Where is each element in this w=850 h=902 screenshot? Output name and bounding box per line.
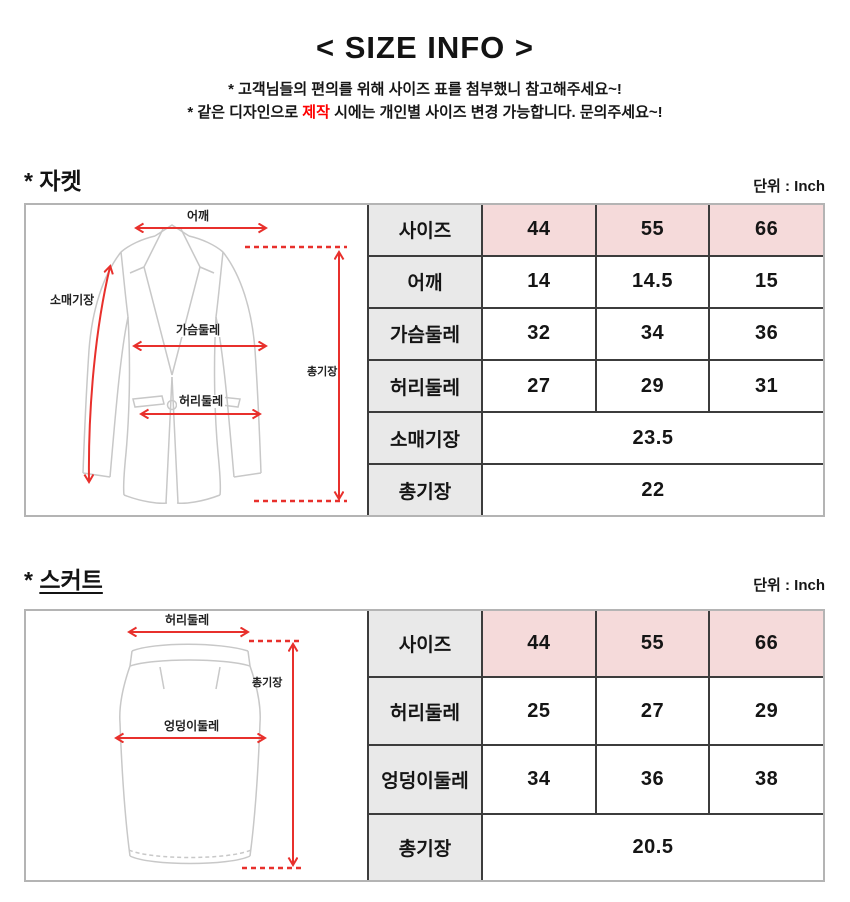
table-row: 허리둘레 25 27 29 bbox=[369, 676, 823, 747]
jacket-waist-label: 허리둘레 bbox=[177, 394, 226, 408]
size-header-cell: 44 bbox=[481, 611, 597, 679]
size-header-cell: 66 bbox=[708, 611, 823, 679]
row-label-cell: 가슴둘레 bbox=[369, 306, 483, 361]
value-cell: 32 bbox=[481, 306, 597, 361]
value-cell: 25 bbox=[481, 676, 597, 747]
note-line-2: * 같은 디자인으로 제작 시에는 개인별 사이즈 변경 가능합니다. 문의주세… bbox=[0, 101, 850, 124]
table-row: 총기장 22 bbox=[369, 463, 823, 515]
value-cell: 34 bbox=[594, 306, 711, 361]
jacket-diagram: 어깨 소매기장 가슴둘레 허리둘레 총기장 bbox=[26, 205, 367, 515]
jacket-size-table: 사이즈 44 55 66 어깨 14 14.5 15 가슴둘레 32 3 bbox=[369, 205, 823, 515]
skirt-table-wrap: 사이즈 44 55 66 허리둘레 25 27 29 엉덩이둘레 34 bbox=[367, 611, 823, 880]
skirt-section: * 스커트 단위 : Inch bbox=[24, 561, 825, 882]
table-row: 소매기장 23.5 bbox=[369, 411, 823, 466]
header-label-cell: 사이즈 bbox=[369, 205, 483, 257]
jacket-section-title: * 자켓 bbox=[24, 162, 82, 196]
jacket-table-wrap: 사이즈 44 55 66 어깨 14 14.5 15 가슴둘레 32 3 bbox=[367, 205, 823, 515]
row-label-cell: 허리둘레 bbox=[369, 676, 483, 747]
table-row: 허리둘레 27 29 31 bbox=[369, 358, 823, 414]
table-row: 엉덩이둘레 34 36 38 bbox=[369, 744, 823, 815]
table-row: 사이즈 44 55 66 bbox=[369, 205, 823, 257]
skirt-measure-arrows bbox=[117, 632, 304, 870]
size-header-cell: 44 bbox=[481, 205, 597, 257]
jacket-section: * 자켓 단위 : Inch bbox=[24, 162, 825, 517]
skirt-unit-label: 단위 : Inch bbox=[753, 577, 825, 594]
skirt-sketch-svg bbox=[26, 611, 304, 870]
jacket-section-head: * 자켓 단위 : Inch bbox=[24, 162, 825, 196]
size-header-cell: 66 bbox=[708, 205, 823, 257]
skirt-size-table: 사이즈 44 55 66 허리둘레 25 27 29 엉덩이둘레 34 bbox=[369, 611, 823, 880]
skirt-diagram: 허리둘레 총기장 엉덩이둘레 bbox=[26, 611, 367, 880]
jacket-measure-arrows bbox=[89, 228, 347, 503]
value-cell: 36 bbox=[594, 744, 711, 815]
jacket-chest-label: 가슴둘레 bbox=[174, 323, 223, 337]
value-cell: 29 bbox=[594, 358, 711, 414]
header-label-cell: 사이즈 bbox=[369, 611, 483, 679]
page-title: < SIZE INFO > bbox=[316, 30, 534, 65]
size-info-page: < SIZE INFO > * 고객님들의 편의를 위해 사이즈 표를 첨부했니… bbox=[0, 30, 850, 882]
value-cell: 27 bbox=[481, 358, 597, 414]
note2-highlight: 제작 bbox=[302, 104, 330, 121]
value-cell: 29 bbox=[708, 676, 823, 747]
row-label-cell: 엉덩이둘레 bbox=[369, 744, 483, 815]
skirt-waist-label: 허리둘레 bbox=[165, 613, 210, 627]
row-label-cell: 총기장 bbox=[369, 463, 483, 515]
size-header-cell: 55 bbox=[594, 611, 711, 679]
value-cell-span: 23.5 bbox=[481, 411, 823, 466]
jacket-sketch-lines bbox=[82, 224, 262, 504]
skirt-length-label: 총기장 bbox=[252, 677, 283, 689]
jacket-title-text: 자켓 bbox=[39, 168, 82, 194]
value-cell-span: 20.5 bbox=[481, 812, 823, 880]
row-label-cell: 소매기장 bbox=[369, 411, 483, 466]
value-cell: 14 bbox=[481, 254, 597, 309]
skirt-section-head: * 스커트 단위 : Inch bbox=[24, 561, 825, 595]
value-cell: 36 bbox=[708, 306, 823, 361]
star-mark: * bbox=[24, 567, 40, 593]
value-cell: 14.5 bbox=[594, 254, 711, 309]
jacket-sketch-svg bbox=[82, 205, 347, 504]
skirt-title-text: 스커트 bbox=[39, 567, 103, 593]
value-cell: 38 bbox=[708, 744, 823, 815]
jacket-length-label: 총기장 bbox=[307, 366, 338, 378]
skirt-section-title: * 스커트 bbox=[24, 561, 103, 595]
note2-suffix: 시에는 개인별 사이즈 변경 가능합니다. 문의주세요~! bbox=[329, 104, 663, 121]
note-line-1: * 고객님들의 편의를 위해 사이즈 표를 첨부했니 참고해주세요~! bbox=[228, 81, 622, 98]
value-cell-span: 22 bbox=[481, 463, 823, 515]
value-cell: 31 bbox=[708, 358, 823, 414]
note2-prefix: * 같은 디자인으로 bbox=[187, 104, 303, 121]
value-cell: 34 bbox=[481, 744, 597, 815]
value-cell: 27 bbox=[594, 676, 711, 747]
size-header-cell: 55 bbox=[594, 205, 711, 257]
skirt-sketch-lines bbox=[119, 643, 261, 865]
skirt-size-box: 허리둘레 총기장 엉덩이둘레 사이즈 44 55 66 허리둘레 25 2 bbox=[24, 609, 825, 882]
table-row: 사이즈 44 55 66 bbox=[369, 611, 823, 679]
row-label-cell: 어깨 bbox=[369, 254, 483, 309]
jacket-shoulder-label: 어깨 bbox=[187, 209, 210, 223]
skirt-hip-label: 엉덩이둘레 bbox=[162, 719, 222, 733]
value-cell: 15 bbox=[708, 254, 823, 309]
jacket-sleeve-label: 소매기장 bbox=[50, 293, 95, 307]
table-row: 가슴둘레 32 34 36 bbox=[369, 306, 823, 361]
row-label-cell: 총기장 bbox=[369, 812, 483, 880]
jacket-size-box: 어깨 소매기장 가슴둘레 허리둘레 총기장 사이즈 44 55 66 어깨 bbox=[24, 203, 825, 517]
star-mark: * bbox=[24, 168, 40, 194]
row-label-cell: 허리둘레 bbox=[369, 358, 483, 414]
table-row: 총기장 20.5 bbox=[369, 812, 823, 880]
jacket-unit-label: 단위 : Inch bbox=[753, 178, 825, 195]
table-row: 어깨 14 14.5 15 bbox=[369, 254, 823, 309]
